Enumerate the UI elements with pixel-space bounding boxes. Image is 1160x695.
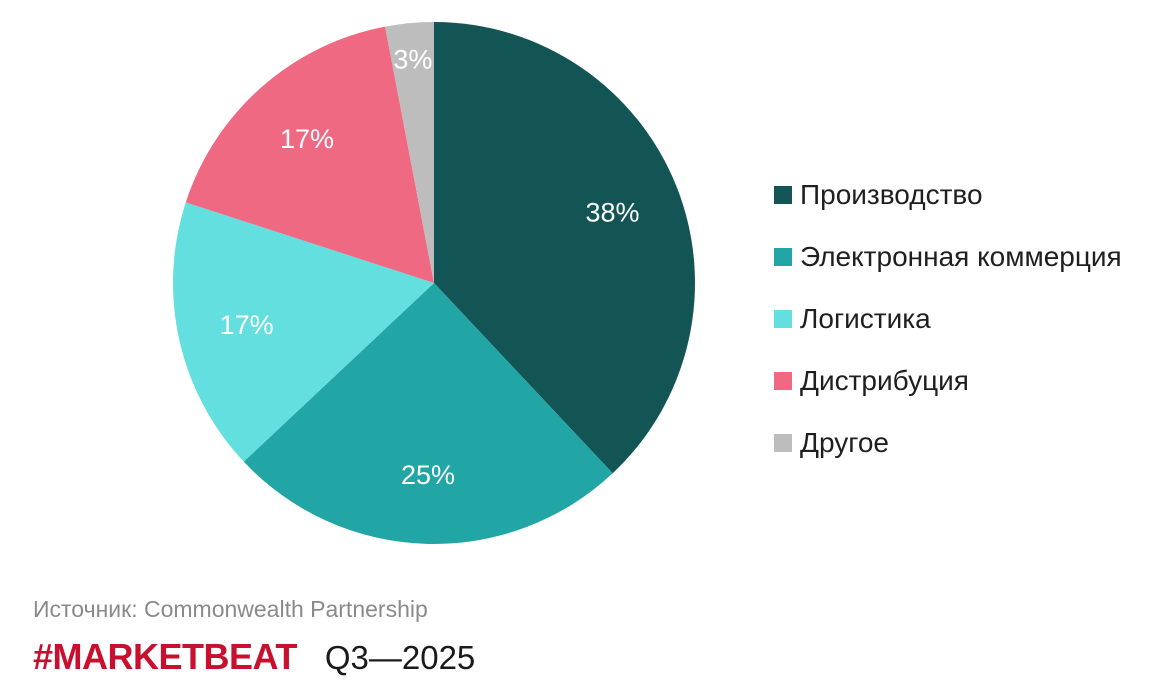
data-label: 3% bbox=[393, 45, 432, 75]
legend-swatch bbox=[774, 248, 792, 266]
slice-distribution bbox=[185, 26, 434, 284]
slice-ecommerce bbox=[243, 283, 613, 544]
footer: #MARKETBEAT Q3—2025 bbox=[33, 636, 475, 678]
slice-logistics bbox=[172, 202, 434, 462]
slice-other bbox=[385, 22, 434, 283]
legend-item: Электронная коммерция bbox=[774, 226, 1122, 288]
legend-label: Дистрибуция bbox=[800, 365, 969, 396]
legend-item: Производство bbox=[774, 164, 1122, 226]
source-note: Источник: Commonwealth Partnership bbox=[33, 596, 428, 622]
legend-swatch bbox=[774, 434, 792, 452]
legend-label: Электронная коммерция bbox=[800, 241, 1122, 272]
pie-slices bbox=[172, 22, 695, 544]
pie-data-labels: 38% 25% 17% 17% 3% bbox=[220, 45, 640, 490]
data-label: 38% bbox=[585, 197, 639, 227]
data-label: 17% bbox=[220, 310, 274, 340]
legend-swatch bbox=[774, 186, 792, 204]
legend-swatch bbox=[774, 372, 792, 390]
legend-label: Другое bbox=[800, 427, 889, 458]
legend-item: Логистика bbox=[774, 288, 1122, 350]
report-period: Q3—2025 bbox=[324, 639, 476, 676]
legend-swatch bbox=[774, 310, 792, 328]
brand-tag: #MARKETBEAT bbox=[33, 636, 297, 677]
legend-item: Другое bbox=[774, 412, 1122, 474]
legend-item: Дистрибуция bbox=[774, 350, 1122, 412]
slice-production bbox=[434, 22, 695, 474]
data-label: 25% bbox=[401, 460, 455, 490]
legend-label: Производство bbox=[800, 179, 983, 210]
chart-legend: Производство Электронная коммерция Логис… bbox=[774, 164, 1122, 474]
data-label: 17% bbox=[280, 124, 334, 154]
legend-label: Логистика bbox=[800, 303, 931, 334]
